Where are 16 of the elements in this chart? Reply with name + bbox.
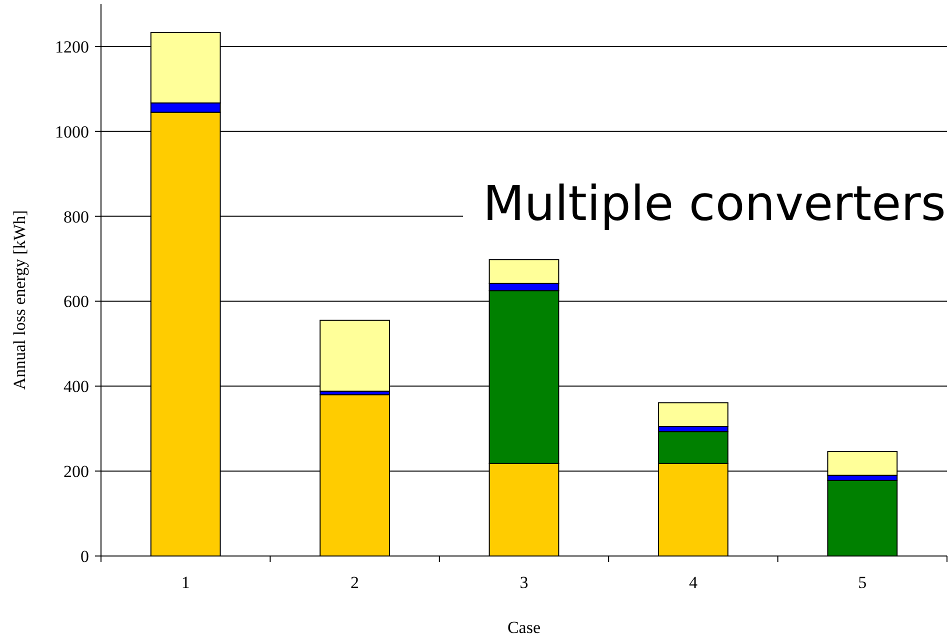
y-tick-label: 200 [64,462,89,482]
x-tick-label: 3 [520,573,528,592]
annotation: Multiple converters [483,176,946,232]
y-tick-label: 400 [64,377,89,396]
x-tick-label: 1 [181,573,190,592]
y-tick-label: 800 [64,207,89,226]
y-tick-label: 1000 [55,122,89,142]
bar [827,480,898,556]
x-axis-title: Case [507,618,541,637]
y-axis-title: Annual loss energy [kWh] [10,210,29,390]
y-tick-label: 600 [64,292,89,312]
x-tick-label: 2 [350,573,360,592]
y-tick-label: 1200 [55,37,89,56]
x-tick-label: 5 [858,573,867,592]
x-tick-label: 4 [688,573,698,592]
y-tick-label: 0 [80,546,89,566]
